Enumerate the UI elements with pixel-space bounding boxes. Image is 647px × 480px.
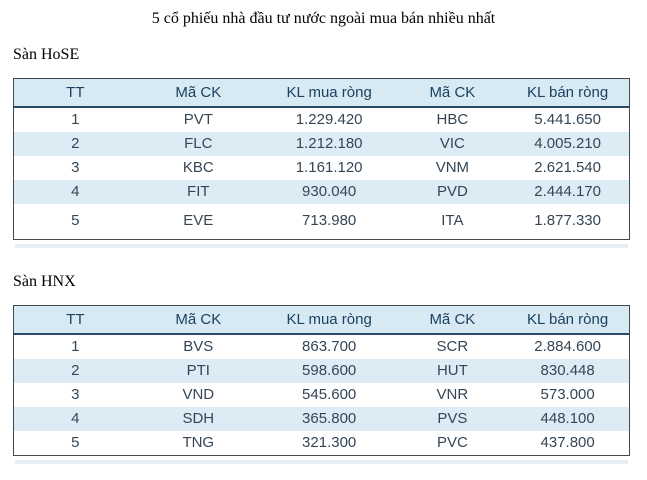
cell-sell-symbol: VNM (435, 159, 470, 176)
cell-buy-volume: 365.800 (302, 410, 357, 427)
table-row: 4 FIT 930.040 PVD 2.444.170 (13, 180, 630, 204)
cell-sell-symbol: PVD (436, 183, 468, 200)
section-label-hnx: Sàn HNX (13, 273, 76, 290)
cell-rank: 5 (71, 434, 80, 451)
column-header-buy-symbol: Mã CK (136, 78, 260, 108)
cell-sell-volume: 437.800 (540, 434, 595, 451)
cell-buy-volume: 863.700 (302, 338, 357, 355)
cell-buy-volume: 713.980 (302, 212, 357, 229)
hose-table: TT Mã CK KL mua ròng Mã CK KL bán ròng 1… (13, 78, 630, 240)
table-row: 4 SDH 365.800 PVS 448.100 (13, 407, 630, 431)
cell-sell-volume: 573.000 (540, 386, 595, 403)
cell-buy-volume: 1.229.420 (295, 111, 363, 128)
cell-buy-symbol: BVS (183, 338, 214, 355)
cell-rank: 3 (71, 159, 80, 176)
table-bottom-artifact (15, 460, 628, 464)
table-bottom-artifact (15, 244, 628, 248)
page-title: 5 cổ phiếu nhà đầu tư nước ngoài mua bán… (151, 10, 496, 27)
table-row: 2 PTI 598.600 HUT 830.448 (13, 359, 630, 383)
cell-sell-volume: 448.100 (540, 410, 595, 427)
cell-buy-symbol: FIT (187, 183, 210, 200)
cell-rank: 2 (71, 362, 80, 379)
table-row: 2 FLC 1.212.180 VIC 4.005.210 (13, 132, 630, 156)
column-header-rank: TT (13, 78, 137, 108)
cell-sell-symbol: PVC (436, 434, 468, 451)
cell-sell-symbol: PVS (437, 410, 468, 427)
cell-buy-volume: 1.161.120 (295, 159, 363, 176)
cell-buy-symbol: VND (182, 386, 215, 403)
cell-buy-volume: 321.300 (302, 434, 357, 451)
cell-sell-symbol: VIC (439, 135, 465, 152)
page: 5 cổ phiếu nhà đầu tư nước ngoài mua bán… (0, 10, 647, 464)
cell-buy-volume: 930.040 (302, 183, 357, 200)
column-header-sell-symbol: Mã CK (398, 78, 507, 108)
column-header-buy-volume: KL mua ròng (259, 78, 399, 108)
column-header-sell-volume: KL bán ròng (506, 78, 630, 108)
cell-rank: 5 (71, 212, 80, 229)
cell-sell-symbol: HUT (436, 362, 468, 379)
cell-buy-symbol: TNG (182, 434, 215, 451)
cell-rank: 1 (71, 111, 80, 128)
cell-sell-symbol: ITA (441, 212, 464, 229)
cell-buy-volume: 1.212.180 (295, 135, 363, 152)
column-header-sell-symbol: Mã CK (398, 305, 507, 335)
table-row: 3 KBC 1.161.120 VNM 2.621.540 (14, 156, 630, 180)
cell-sell-volume: 4.005.210 (534, 135, 601, 152)
column-header-sell-volume: KL bán ròng (506, 305, 630, 335)
cell-rank: 4 (71, 183, 80, 200)
cell-sell-volume: 1.877.330 (534, 212, 601, 229)
cell-rank: 4 (71, 410, 80, 427)
cell-sell-volume: 5.441.650 (534, 111, 601, 128)
cell-buy-symbol: EVE (183, 212, 214, 229)
column-header-rank: TT (13, 305, 137, 335)
cell-sell-volume: 2.621.540 (534, 159, 601, 176)
cell-sell-volume: 830.448 (540, 362, 595, 379)
table-row: 1 BVS 863.700 SCR 2.884.600 (14, 334, 630, 359)
table-header-row: TT Mã CK KL mua ròng Mã CK KL bán ròng (13, 78, 630, 108)
table-row: 3 VND 545.600 VNR 573.000 (14, 383, 630, 407)
cell-buy-symbol: KBC (182, 159, 214, 176)
cell-sell-symbol: VNR (436, 386, 469, 403)
section-label-hose: Sàn HoSE (13, 46, 80, 63)
cell-buy-volume: 545.600 (302, 386, 357, 403)
cell-buy-volume: 598.600 (302, 362, 357, 379)
section-hose: Sàn HoSE TT Mã CK KL mua ròng Mã CK KL b… (0, 45, 647, 248)
table-row: 5 TNG 321.300 PVC 437.800 (14, 431, 630, 456)
hnx-table: TT Mã CK KL mua ròng Mã CK KL bán ròng 1… (13, 305, 630, 456)
table-row: 5 EVE 713.980 ITA 1.877.330 (14, 204, 630, 240)
cell-sell-symbol: SCR (436, 338, 469, 355)
cell-rank: 3 (71, 386, 80, 403)
cell-buy-symbol: FLC (184, 135, 213, 152)
table-header-row: TT Mã CK KL mua ròng Mã CK KL bán ròng (13, 305, 630, 335)
cell-rank: 1 (71, 338, 80, 355)
cell-sell-volume: 2.884.600 (534, 338, 601, 355)
column-header-buy-symbol: Mã CK (136, 305, 260, 335)
table-row: 1 PVT 1.229.420 HBC 5.441.650 (14, 107, 630, 132)
cell-rank: 2 (71, 135, 80, 152)
cell-buy-symbol: SDH (182, 410, 215, 427)
cell-sell-volume: 2.444.170 (534, 183, 601, 200)
column-header-buy-volume: KL mua ròng (259, 305, 399, 335)
cell-buy-symbol: PTI (186, 362, 210, 379)
cell-sell-symbol: HBC (436, 111, 469, 128)
section-hnx: Sàn HNX TT Mã CK KL mua ròng Mã CK KL bá… (0, 272, 647, 464)
cell-buy-symbol: PVT (183, 111, 213, 128)
